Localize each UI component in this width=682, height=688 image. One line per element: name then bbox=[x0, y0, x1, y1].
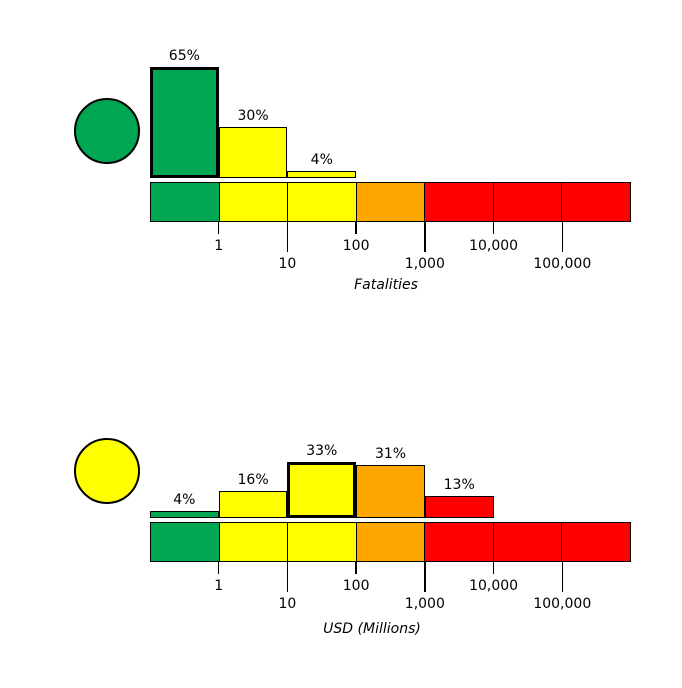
axis-tick-label: 10,000 bbox=[469, 578, 519, 594]
risk-indicator-circle bbox=[74, 438, 140, 504]
colorbar-segment bbox=[219, 523, 289, 561]
axis-tick-label: 1,000 bbox=[404, 256, 445, 272]
bar-value-label: 31% bbox=[374, 446, 407, 462]
axis-tick bbox=[355, 222, 357, 234]
axis-tick-label: 1 bbox=[214, 238, 224, 254]
risk-colorbar bbox=[150, 182, 631, 222]
axis-tick-label: 10,000 bbox=[469, 238, 519, 254]
colorbar-segment bbox=[219, 183, 289, 221]
x-axis-label-usd: USD (Millions) bbox=[323, 621, 421, 637]
bar-value-label: 30% bbox=[237, 108, 269, 124]
axis-tick-label: 100,000 bbox=[533, 256, 592, 272]
bar-value-label: 4% bbox=[173, 492, 196, 508]
axis-tick bbox=[424, 562, 426, 592]
axis-tick-label: 1 bbox=[214, 578, 224, 594]
bar-value-label: 13% bbox=[443, 477, 475, 493]
colorbar-segment bbox=[151, 183, 220, 221]
axis-tick bbox=[355, 562, 357, 574]
bar-value-label: 33% bbox=[306, 443, 338, 459]
bar-value-label: 65% bbox=[168, 48, 200, 64]
histogram-bar bbox=[424, 496, 494, 518]
colorbar-segment bbox=[493, 183, 563, 221]
colorbar-segment bbox=[562, 183, 631, 221]
axis-tick bbox=[217, 222, 220, 234]
bar-value-label: 16% bbox=[237, 472, 269, 488]
histogram-bar bbox=[287, 171, 357, 178]
axis-tick bbox=[286, 562, 289, 592]
bar-value-label: 4% bbox=[310, 152, 333, 168]
axis-tick-label: 10 bbox=[278, 596, 297, 612]
colorbar-segment bbox=[562, 523, 631, 561]
axis-tick bbox=[286, 222, 289, 252]
axis-tick-label: 100 bbox=[342, 578, 370, 594]
colorbar-segment bbox=[425, 183, 494, 221]
axis-tick bbox=[561, 222, 564, 252]
axis-tick bbox=[424, 222, 426, 252]
colorbar-segment bbox=[356, 523, 426, 561]
axis-tick-label: 100,000 bbox=[533, 596, 592, 612]
colorbar-segment bbox=[356, 183, 426, 221]
histogram-bar-selected bbox=[287, 462, 357, 518]
risk-indicator-circle bbox=[74, 98, 140, 164]
histogram-bar bbox=[150, 511, 219, 518]
axis-tick-label: 100 bbox=[342, 238, 370, 254]
histogram-bar bbox=[218, 491, 288, 518]
axis-tick bbox=[561, 562, 564, 592]
axis-tick bbox=[492, 222, 495, 234]
risk-colorbar bbox=[150, 522, 631, 562]
axis-tick bbox=[492, 562, 495, 574]
colorbar-segment bbox=[493, 523, 563, 561]
axis-tick bbox=[217, 562, 220, 574]
axis-tick-label: 10 bbox=[278, 256, 297, 272]
colorbar-segment bbox=[425, 523, 494, 561]
colorbar-segment bbox=[151, 523, 220, 561]
axis-tick-label: 1,000 bbox=[404, 596, 445, 612]
histogram-bar bbox=[356, 465, 425, 518]
histogram-bar bbox=[218, 127, 288, 178]
colorbar-segment bbox=[288, 183, 357, 221]
histogram-bar-selected bbox=[150, 67, 219, 178]
colorbar-segment bbox=[288, 523, 357, 561]
x-axis-label-fatalities: Fatalities bbox=[354, 277, 418, 293]
